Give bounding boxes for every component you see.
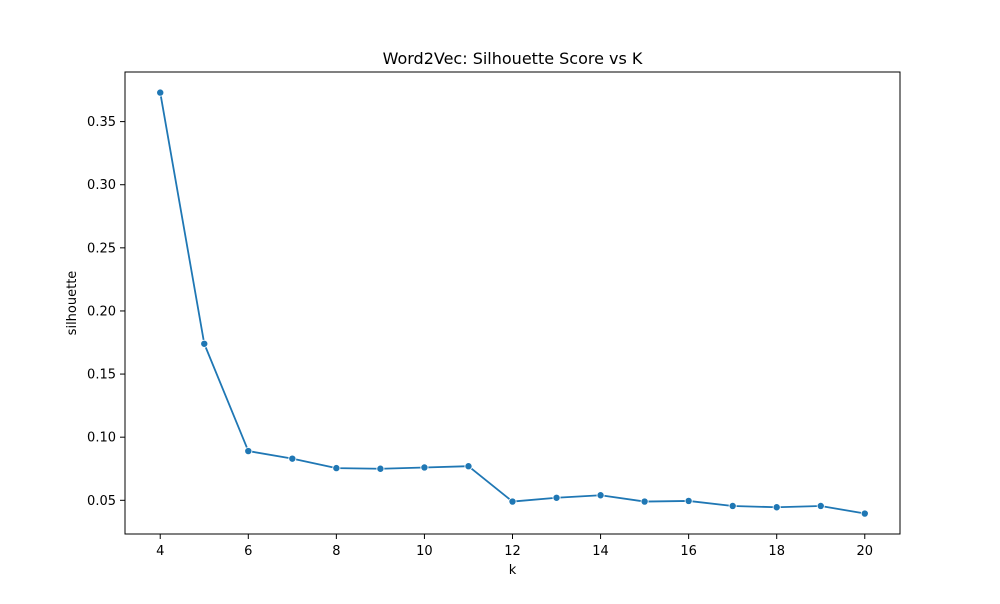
data-point	[508, 497, 517, 506]
data-point	[816, 501, 825, 510]
x-tick-label: 10	[416, 544, 433, 559]
series-layer	[156, 88, 869, 518]
y-tick-label: 0.30	[87, 178, 116, 193]
x-tick-label: 4	[156, 544, 164, 559]
data-point	[860, 509, 869, 518]
data-point	[376, 464, 385, 473]
data-point	[772, 503, 781, 512]
data-point	[244, 447, 253, 456]
data-point	[640, 497, 649, 506]
y-tick-label: 0.35	[87, 115, 116, 130]
plot-frame	[124, 71, 901, 535]
data-point	[288, 454, 297, 463]
x-tick-label: 12	[504, 544, 521, 559]
data-point	[728, 501, 737, 510]
chart-title: Word2Vec: Silhouette Score vs K	[383, 49, 643, 68]
y-tick-label: 0.15	[87, 368, 116, 383]
x-tick-label: 14	[592, 544, 609, 559]
y-tick-label: 0.05	[87, 494, 116, 509]
x-tick-label: 20	[856, 544, 873, 559]
x-tick-label: 6	[244, 544, 252, 559]
data-point	[200, 339, 209, 348]
data-point	[332, 464, 341, 473]
data-point	[552, 493, 561, 502]
y-axis-label: silhouette	[65, 271, 80, 336]
data-point	[156, 88, 165, 97]
y-tick-label: 0.10	[87, 431, 116, 446]
x-tick-label: 18	[768, 544, 785, 559]
y-tick-label: 0.20	[87, 304, 116, 319]
data-point	[420, 463, 429, 472]
data-point	[464, 462, 473, 471]
x-axis-ticks: 4 6 8 10 12 14 16 18 20	[156, 534, 873, 559]
data-point	[684, 496, 693, 505]
y-axis-ticks: 0.05 0.10 0.15 0.20 0.25 0.30 0.35	[87, 115, 125, 509]
x-axis-label: k	[509, 563, 517, 578]
x-tick-label: 16	[680, 544, 697, 559]
y-tick-label: 0.25	[87, 241, 116, 256]
x-tick-label: 8	[332, 544, 340, 559]
data-point	[596, 491, 605, 500]
